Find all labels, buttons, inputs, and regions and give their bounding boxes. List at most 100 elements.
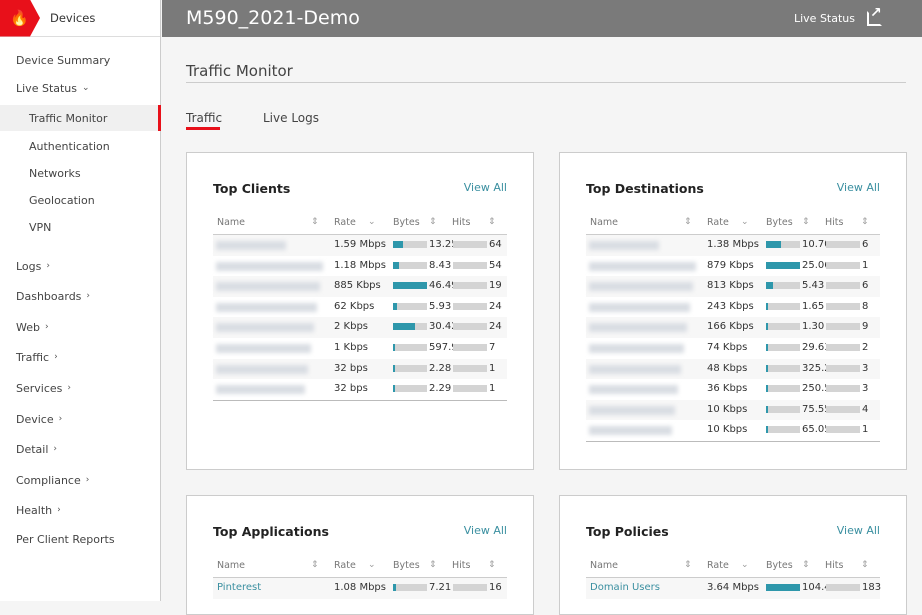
view-all-link[interactable]: View All bbox=[463, 181, 507, 194]
tab-live-logs[interactable]: Live Logs bbox=[263, 111, 320, 125]
hits-bar bbox=[826, 241, 860, 248]
column-rate[interactable]: Rate bbox=[334, 217, 356, 228]
sidebar-item-device[interactable]: Device › bbox=[0, 406, 161, 432]
column-hits[interactable]: Hits bbox=[452, 560, 471, 571]
sort-desc-icon[interactable]: ⌄ bbox=[741, 560, 749, 570]
brand-bar[interactable]: 🔥 Devices bbox=[0, 0, 160, 37]
column-rate[interactable]: Rate bbox=[707, 217, 729, 228]
table-row[interactable]: 1.59 Mbps 13.25 64 bbox=[213, 235, 507, 256]
blurred-name bbox=[589, 261, 696, 271]
table-row[interactable]: 48 Kbps 325.2 3 bbox=[586, 358, 880, 380]
sort-desc-icon[interactable]: ⌄ bbox=[741, 217, 749, 227]
column-name[interactable]: Name bbox=[217, 560, 246, 571]
view-all-link[interactable]: View All bbox=[836, 181, 880, 194]
sidebar-item-detail[interactable]: Detail › bbox=[0, 436, 161, 462]
top-applications-card: Top Applications View All Name ⇕ Rate ⌄ By… bbox=[186, 495, 534, 615]
row-name[interactable]: Pinterest bbox=[217, 582, 262, 593]
sidebar-item-health[interactable]: Health › bbox=[0, 497, 161, 523]
sort-icon[interactable]: ⇕ bbox=[488, 560, 496, 570]
column-hits[interactable]: Hits bbox=[452, 217, 471, 228]
row-rate: 1.38 Mbps bbox=[707, 239, 759, 250]
table-row[interactable]: 813 Kbps 5.43 6 bbox=[586, 276, 880, 297]
sidebar-item-live-status[interactable]: Live Status ⌄ bbox=[0, 75, 161, 101]
sort-icon[interactable]: ⇕ bbox=[861, 217, 869, 227]
sidebar-item-authentication[interactable]: Authentication bbox=[0, 133, 161, 159]
column-bytes[interactable]: Bytes bbox=[393, 560, 420, 571]
sort-icon[interactable]: ⇕ bbox=[684, 217, 692, 227]
column-bytes[interactable]: Bytes bbox=[766, 217, 793, 228]
column-name[interactable]: Name bbox=[217, 217, 246, 228]
live-status-link[interactable]: Live Status bbox=[793, 12, 855, 25]
row-name[interactable]: Domain Users bbox=[590, 582, 660, 593]
sidebar-item-networks[interactable]: Networks bbox=[0, 160, 161, 186]
hits-bar bbox=[453, 364, 487, 372]
sidebar-item-label: Services bbox=[16, 381, 63, 395]
sidebar-item-label: Logs bbox=[16, 259, 42, 273]
external-link-icon[interactable] bbox=[867, 5, 882, 26]
sidebar-item-dashboards[interactable]: Dashboards › bbox=[0, 283, 161, 309]
table-row[interactable]: Domain Users 3.64 Mbps 104.4 183 bbox=[586, 578, 881, 599]
sidebar-item-compliance[interactable]: Compliance › bbox=[0, 467, 161, 493]
table-row[interactable]: 36 Kbps 250.5 3 bbox=[586, 379, 880, 400]
sidebar-item-services[interactable]: Services › bbox=[0, 375, 161, 401]
table-row[interactable]: 243 Kbps 1.65 8 bbox=[586, 297, 880, 318]
sort-icon[interactable]: ⇕ bbox=[684, 560, 692, 570]
sidebar-item-vpn[interactable]: VPN bbox=[0, 214, 161, 240]
table-row[interactable]: 879 Kbps 25.06 1 bbox=[586, 256, 880, 277]
column-rate[interactable]: Rate bbox=[707, 560, 729, 571]
column-bytes[interactable]: Bytes bbox=[393, 217, 420, 228]
sidebar-item-web[interactable]: Web › bbox=[0, 314, 161, 340]
sort-desc-icon[interactable]: ⌄ bbox=[368, 560, 376, 570]
table-row[interactable]: 1.38 Mbps 10.70 6 bbox=[586, 235, 880, 256]
table-row[interactable]: 62 Kbps 5.93 24 bbox=[213, 297, 507, 318]
column-name[interactable]: Name bbox=[590, 560, 619, 571]
sidebar-item-traffic[interactable]: Traffic › bbox=[0, 344, 161, 370]
sidebar-item-geolocation[interactable]: Geolocation bbox=[0, 187, 161, 213]
header: M590_2021-Demo Live Status bbox=[162, 0, 922, 37]
hits-bar bbox=[826, 323, 860, 331]
sort-icon[interactable]: ⇕ bbox=[861, 560, 869, 570]
sort-icon[interactable]: ⇕ bbox=[802, 217, 810, 227]
row-rate: 166 Kbps bbox=[707, 321, 754, 333]
column-rate[interactable]: Rate bbox=[334, 560, 356, 571]
row-rate: 885 Kbps bbox=[334, 280, 381, 292]
table-header: Name ⇕ Rate ⌄ Bytes ⇕ Hits ⇕ bbox=[213, 213, 507, 235]
sidebar-item-per-client-reports[interactable]: Per Client Reports bbox=[0, 526, 161, 552]
column-name[interactable]: Name bbox=[590, 217, 619, 228]
row-rate: 2 Kbps bbox=[334, 321, 369, 333]
blurred-name bbox=[216, 364, 308, 374]
sort-icon[interactable]: ⇕ bbox=[802, 560, 810, 570]
sort-icon[interactable]: ⇕ bbox=[488, 217, 496, 227]
table-row[interactable]: 2 Kbps 30.42 24 bbox=[213, 317, 507, 338]
tab-traffic[interactable]: Traffic bbox=[186, 111, 223, 125]
row-bytes: 250.5 bbox=[802, 383, 826, 395]
view-all-link[interactable]: View All bbox=[836, 524, 880, 537]
sort-desc-icon[interactable]: ⌄ bbox=[368, 217, 376, 227]
sort-icon[interactable]: ⇕ bbox=[311, 217, 319, 227]
row-rate: 74 Kbps bbox=[707, 342, 748, 353]
table-row[interactable]: 10 Kbps 75.55 4 bbox=[586, 399, 880, 421]
table-row[interactable]: 885 Kbps 46.49 19 bbox=[213, 276, 507, 297]
sidebar-item-device-summary[interactable]: Device Summary bbox=[0, 47, 161, 73]
table-row[interactable]: 166 Kbps 1.30 9 bbox=[586, 317, 880, 338]
sort-icon[interactable]: ⇕ bbox=[311, 560, 319, 570]
table-row[interactable]: 74 Kbps 29.63 2 bbox=[586, 338, 880, 359]
sort-icon[interactable]: ⇕ bbox=[429, 217, 437, 227]
sidebar-item-label: Per Client Reports bbox=[16, 532, 115, 546]
sidebar-item-label: Dashboards bbox=[16, 289, 82, 303]
column-hits[interactable]: Hits bbox=[825, 560, 844, 571]
sidebar-item-logs[interactable]: Logs › bbox=[0, 253, 161, 279]
view-all-link[interactable]: View All bbox=[463, 524, 507, 537]
table-row[interactable]: 10 Kbps 65.05 1 bbox=[586, 420, 880, 441]
column-bytes[interactable]: Bytes bbox=[766, 560, 793, 571]
table-row[interactable]: 32 bps 2.28 1 bbox=[213, 358, 507, 380]
row-hits: 24 bbox=[489, 321, 502, 333]
table-row[interactable]: Pinterest 1.08 Mbps 7.21 16 bbox=[213, 578, 507, 599]
sort-icon[interactable]: ⇕ bbox=[429, 560, 437, 570]
table-row[interactable]: 1.18 Mbps 8.43 54 bbox=[213, 256, 507, 277]
table-row[interactable]: 32 bps 2.29 1 bbox=[213, 379, 507, 400]
sidebar-item-traffic-monitor[interactable]: Traffic Monitor bbox=[0, 105, 161, 131]
chevron-right-icon: › bbox=[85, 475, 90, 485]
table-row[interactable]: 1 Kbps 597.9 7 bbox=[213, 338, 507, 359]
column-hits[interactable]: Hits bbox=[825, 217, 844, 228]
